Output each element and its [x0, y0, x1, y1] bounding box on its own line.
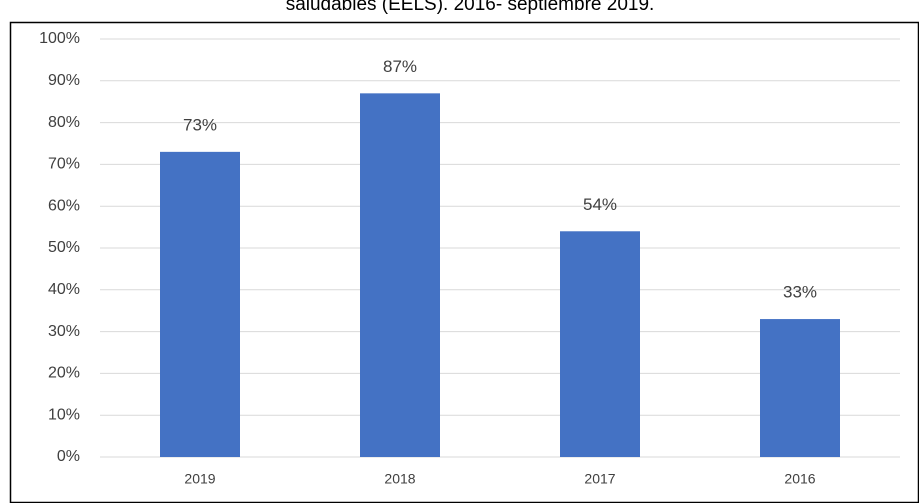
y-tick-label: 100% [39, 30, 80, 47]
y-tick-label: 40% [48, 281, 80, 298]
x-tick-label: 2019 [184, 471, 215, 487]
y-tick-label: 0% [57, 448, 80, 465]
bar [560, 231, 640, 457]
data-label: 33% [783, 283, 817, 302]
bar [360, 93, 440, 457]
y-tick-label: 30% [48, 323, 80, 340]
bar [760, 319, 840, 457]
y-tick-label: 20% [48, 365, 80, 382]
x-tick-label: 2017 [584, 471, 615, 487]
data-label: 87% [383, 57, 417, 76]
y-tick-label: 70% [48, 156, 80, 173]
y-tick-label: 10% [48, 406, 80, 423]
x-tick-label: 2018 [384, 471, 415, 487]
data-label: 73% [183, 115, 217, 134]
y-tick-label: 90% [48, 72, 80, 89]
data-label: 54% [583, 195, 617, 214]
chart-title: saludables (EELS). 2016- septiembre 2019… [286, 0, 655, 15]
y-tick-label: 50% [48, 239, 80, 256]
bar [160, 151, 240, 458]
y-tick-label: 80% [48, 114, 80, 131]
x-tick-label: 2016 [784, 471, 815, 487]
y-tick-label: 60% [48, 197, 80, 214]
